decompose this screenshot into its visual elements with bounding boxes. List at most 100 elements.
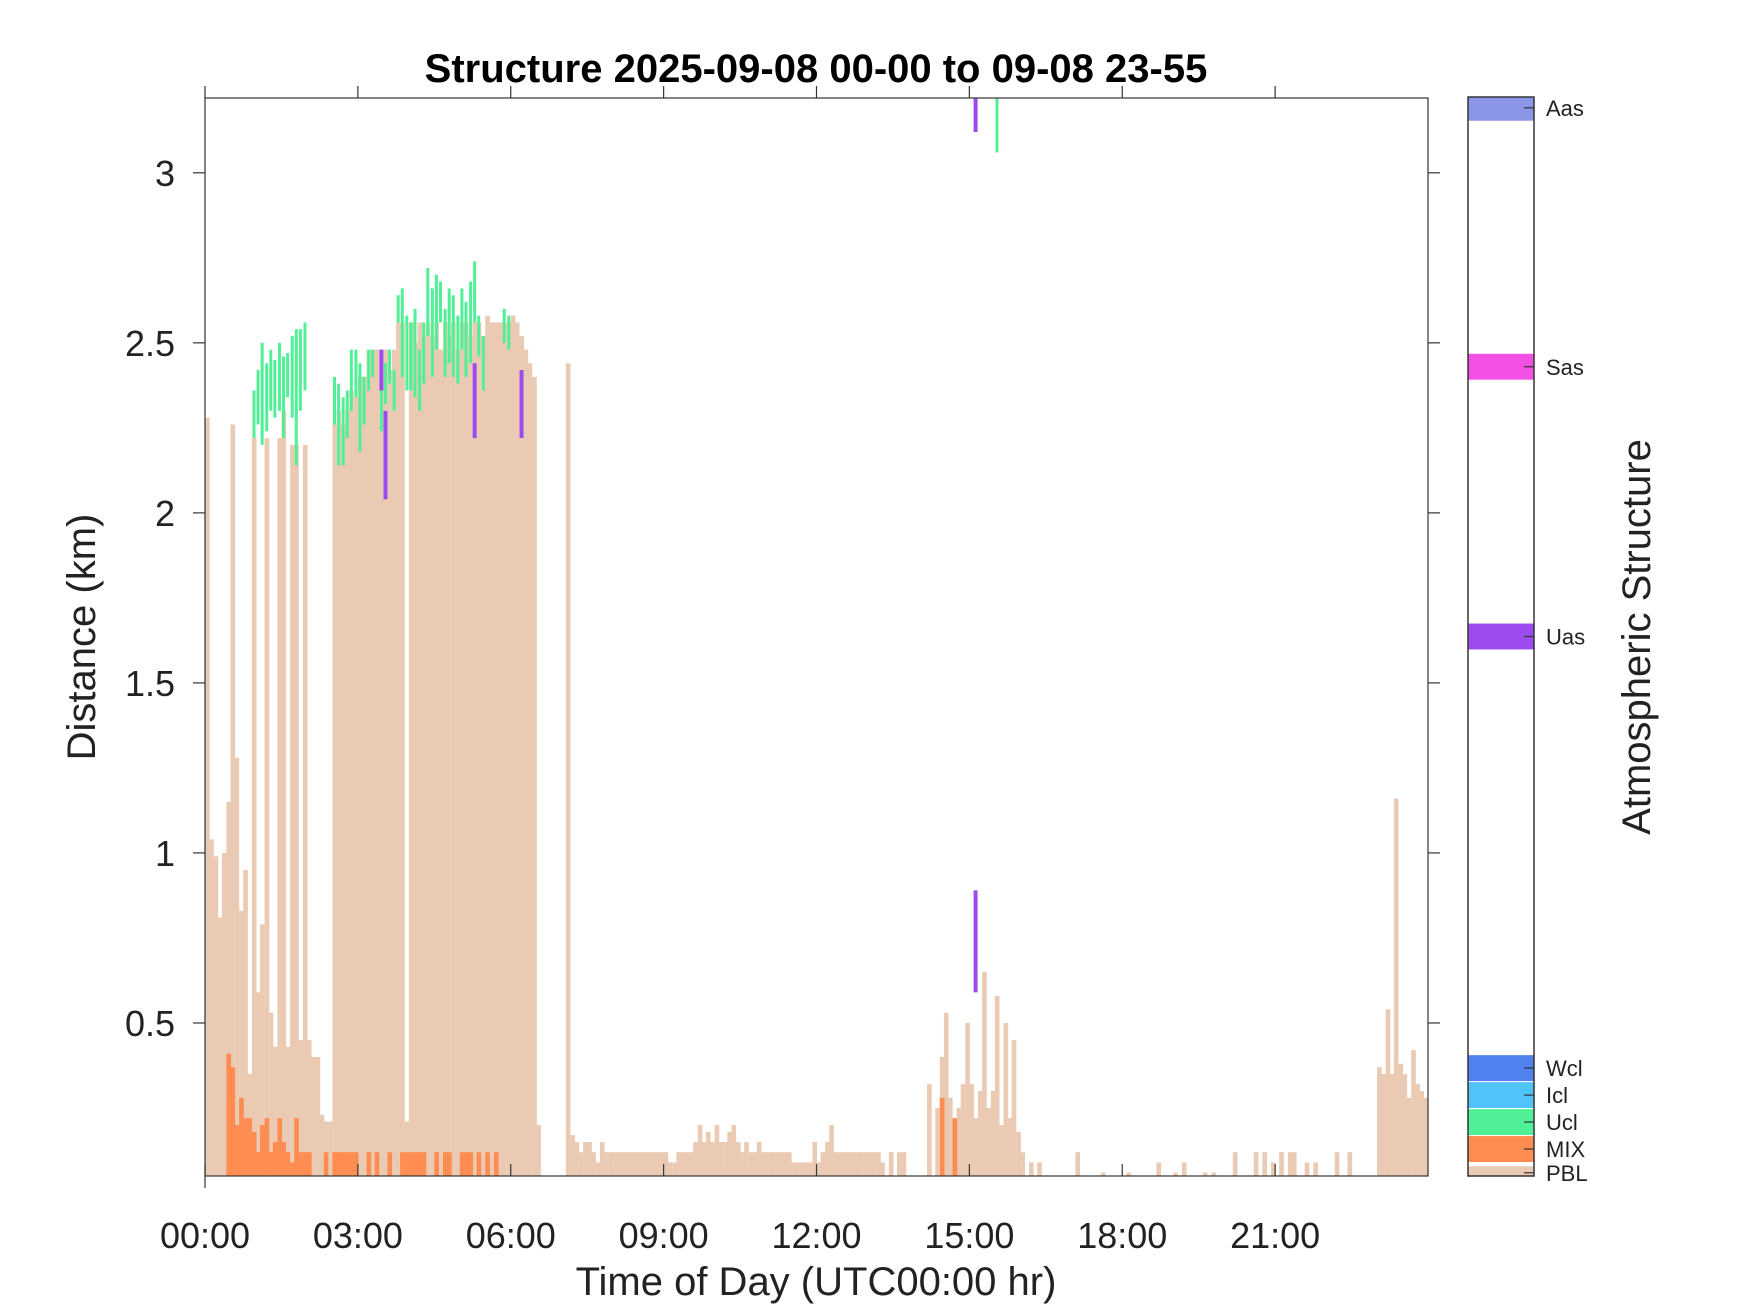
- colorbar-tick-label: Aas: [1546, 96, 1584, 121]
- segment-ucl: [460, 288, 464, 350]
- bar-pbl: [514, 322, 520, 1176]
- bar-pbl: [442, 322, 448, 1176]
- x-tick-label: 00:00: [160, 1215, 250, 1256]
- bar-pbl: [353, 397, 359, 1176]
- bar-pbl: [255, 992, 261, 1176]
- bar-pbl: [328, 1121, 333, 1176]
- bar-pbl: [935, 1107, 940, 1176]
- bar-pbl: [481, 336, 486, 1176]
- bar-mix: [442, 1152, 448, 1176]
- x-tick-label: 06:00: [466, 1215, 556, 1256]
- bar-pbl: [973, 1118, 979, 1176]
- segment-ucl: [400, 288, 404, 377]
- bar-pbl: [1016, 1131, 1021, 1176]
- bar-mix: [434, 1152, 439, 1176]
- bar-pbl: [812, 1141, 818, 1176]
- bar-mix: [268, 1152, 274, 1176]
- bar-pbl: [595, 1162, 601, 1176]
- x-tick-label: 12:00: [771, 1215, 861, 1256]
- bar-pbl: [447, 336, 452, 1176]
- bar-pbl: [468, 336, 474, 1176]
- bar-pbl: [1126, 1172, 1131, 1176]
- bar-pbl: [663, 1152, 669, 1176]
- bar-pbl: [680, 1152, 686, 1176]
- colorbar-tick-label: Uas: [1546, 625, 1585, 650]
- segment-ucl: [383, 363, 387, 405]
- bar-pbl: [523, 349, 529, 1176]
- x-tick-label: 03:00: [313, 1215, 403, 1256]
- bar-pbl: [366, 349, 372, 1176]
- bar-pbl: [1271, 1162, 1276, 1176]
- bar-pbl: [876, 1152, 881, 1176]
- bar-pbl: [727, 1131, 732, 1176]
- segment-ucl: [439, 281, 442, 323]
- bar-pbl: [795, 1162, 800, 1176]
- bar-pbl: [574, 1141, 580, 1176]
- segment-ucl: [481, 336, 485, 391]
- bar-pbl: [472, 322, 478, 1176]
- bar-mix: [341, 1152, 346, 1176]
- bar-pbl: [425, 322, 431, 1176]
- segment-ucl: [451, 295, 455, 377]
- colorbar-tick-label: MIX: [1546, 1137, 1585, 1162]
- bar-pbl: [667, 1162, 673, 1176]
- segment-ucl: [278, 342, 281, 411]
- colorbar-block-sas: [1468, 353, 1534, 380]
- bar-pbl: [205, 417, 210, 1176]
- bar-pbl: [960, 1084, 966, 1176]
- bar-pbl: [1287, 1152, 1293, 1176]
- segment-ucl: [405, 315, 409, 391]
- bar-pbl: [412, 342, 418, 1177]
- bar-pbl: [1402, 1073, 1408, 1176]
- bar-pbl: [591, 1152, 596, 1176]
- bar-pbl: [854, 1152, 860, 1176]
- bar-pbl: [357, 376, 363, 1177]
- colorbar-tick-label: Wcl: [1546, 1056, 1583, 1081]
- bar-pbl: [1304, 1162, 1310, 1176]
- x-axis-label: Time of Day (UTC00:00 hr): [576, 1260, 1057, 1304]
- bar-pbl: [1037, 1162, 1042, 1176]
- bar-pbl: [901, 1152, 907, 1176]
- bar-mix: [234, 1124, 240, 1176]
- bar-pbl: [565, 363, 571, 1176]
- segment-ucl: [290, 336, 294, 418]
- bar-pbl: [1011, 1039, 1017, 1176]
- segment-ucl: [282, 356, 286, 439]
- y-tick-label: 0.5: [125, 1003, 175, 1044]
- bar-pbl: [880, 1162, 885, 1176]
- bar-mix: [247, 1118, 252, 1176]
- segment-ucl: [507, 315, 511, 350]
- bar-pbl: [1253, 1152, 1259, 1176]
- x-tick-label: 18:00: [1077, 1215, 1167, 1256]
- bar-pbl: [735, 1141, 741, 1176]
- bar-pbl: [676, 1152, 682, 1176]
- bar-mix: [251, 1131, 257, 1176]
- segment-ucl: [294, 329, 298, 466]
- segment-ucl: [286, 353, 290, 398]
- bar-pbl: [1415, 1084, 1420, 1176]
- bar-pbl: [285, 1046, 291, 1176]
- segment-ucl: [333, 376, 336, 425]
- bar-pbl: [1007, 1118, 1013, 1176]
- bar-pbl: [502, 322, 507, 1176]
- segment-uas: [973, 98, 978, 133]
- bar-pbl: [927, 1084, 932, 1176]
- bar-pbl: [336, 410, 342, 1176]
- bar-pbl: [986, 1107, 991, 1176]
- bar-mix: [493, 1152, 499, 1176]
- bar-pbl: [510, 315, 516, 1176]
- plot-area: 00:00 03:00 06:00 09:00 12:00 15:00 18:00 21:00…: [125, 86, 1440, 1256]
- segment-ucl: [396, 295, 400, 323]
- bar-pbl: [897, 1152, 902, 1176]
- bar-pbl: [1347, 1152, 1353, 1176]
- bar-pbl: [693, 1141, 698, 1176]
- segment-uas: [973, 890, 978, 993]
- bar-pbl: [863, 1152, 869, 1176]
- bar-pbl: [685, 1152, 690, 1176]
- bar-pbl: [1291, 1152, 1297, 1176]
- bar-pbl: [476, 322, 482, 1176]
- bar-mix: [243, 1118, 248, 1176]
- bar-pbl: [383, 349, 388, 1176]
- bar-pbl: [654, 1152, 660, 1176]
